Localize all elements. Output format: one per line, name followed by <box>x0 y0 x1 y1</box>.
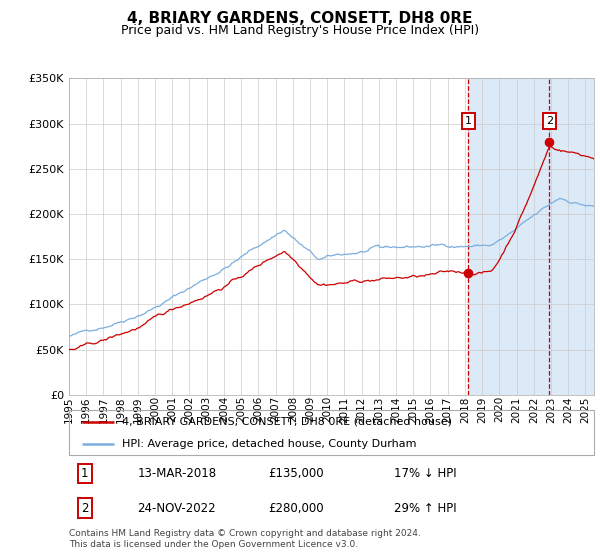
Text: 2: 2 <box>81 502 89 515</box>
Text: 4, BRIARY GARDENS, CONSETT, DH8 0RE (detached house): 4, BRIARY GARDENS, CONSETT, DH8 0RE (det… <box>121 417 452 427</box>
Text: 4, BRIARY GARDENS, CONSETT, DH8 0RE: 4, BRIARY GARDENS, CONSETT, DH8 0RE <box>127 11 473 26</box>
Text: £280,000: £280,000 <box>269 502 324 515</box>
Text: 17% ↓ HPI: 17% ↓ HPI <box>395 467 457 480</box>
Text: 29% ↑ HPI: 29% ↑ HPI <box>395 502 457 515</box>
Bar <box>468 78 600 395</box>
Point <box>544 137 554 146</box>
Text: 24-NOV-2022: 24-NOV-2022 <box>137 502 216 515</box>
Text: HPI: Average price, detached house, County Durham: HPI: Average price, detached house, Coun… <box>121 438 416 449</box>
Text: Contains HM Land Registry data © Crown copyright and database right 2024.
This d: Contains HM Land Registry data © Crown c… <box>69 529 421 549</box>
Text: Price paid vs. HM Land Registry's House Price Index (HPI): Price paid vs. HM Land Registry's House … <box>121 24 479 36</box>
Text: 13-MAR-2018: 13-MAR-2018 <box>137 467 217 480</box>
Text: 1: 1 <box>464 116 472 126</box>
Point <box>463 268 473 277</box>
Text: 1: 1 <box>81 467 89 480</box>
Text: 2: 2 <box>545 116 553 126</box>
Text: £135,000: £135,000 <box>269 467 324 480</box>
